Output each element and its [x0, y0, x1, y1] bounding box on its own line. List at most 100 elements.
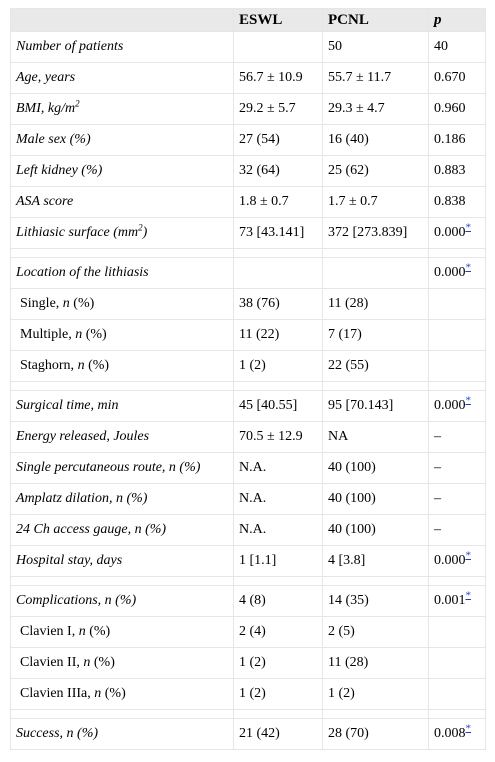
pcnl-value: 95 [70.143] — [322, 390, 429, 422]
row-label: Energy released, Joules — [10, 421, 234, 453]
eswl-value: 27 (54) — [233, 124, 323, 156]
spacer-row — [10, 381, 486, 391]
table-row: Complications, n (%) 4 (8) 14 (35) 0.001… — [10, 585, 486, 617]
table-row: Single, n (%) 38 (76) 11 (28) — [10, 288, 486, 320]
label-italic: n — [75, 327, 83, 342]
label-text: Multiple, — [20, 327, 76, 342]
label-text-end: (%) — [90, 655, 115, 670]
eswl-value: N.A. — [233, 452, 323, 484]
label-text: Single, — [20, 296, 63, 311]
pcnl-value: 2 (5) — [322, 616, 429, 648]
p-value: 0.960 — [428, 93, 486, 125]
eswl-value: 45 [40.55] — [233, 390, 323, 422]
footnote-link[interactable]: * — [465, 394, 472, 407]
pcnl-value: 4 [3.8] — [322, 545, 429, 577]
p-number: 0.000 — [434, 398, 466, 413]
footnote-link[interactable]: * — [465, 221, 472, 234]
row-label: Surgical time, min — [10, 390, 234, 422]
table-row: Left kidney (%) 32 (64) 25 (62) 0.883 — [10, 155, 486, 187]
footnote-link[interactable]: * — [465, 722, 472, 735]
p-number: 0.000 — [434, 225, 466, 240]
table-row: ASA score 1.8 ± 0.7 1.7 ± 0.7 0.838 — [10, 186, 486, 218]
spacer-row — [10, 576, 486, 586]
footnote-link[interactable]: * — [465, 589, 472, 602]
p-value: – — [428, 514, 486, 546]
pcnl-value: 29.3 ± 4.7 — [322, 93, 429, 125]
row-label: Multiple, n (%) — [10, 319, 234, 351]
label-text-end: (%) — [82, 327, 107, 342]
label-text-end: (%) — [69, 296, 95, 311]
footnote-link[interactable]: * — [465, 261, 472, 274]
label-italic: n — [94, 686, 102, 701]
row-label: Hospital stay, days — [10, 545, 234, 577]
table-row: Location of the lithiasis 0.000* — [10, 257, 486, 289]
row-label: BMI, kg/m2 — [10, 93, 234, 125]
eswl-value: 56.7 ± 10.9 — [233, 62, 323, 94]
label-text: Staghorn, — [20, 358, 78, 373]
p-value: 40 — [428, 31, 486, 63]
eswl-value: 21 (42) — [233, 718, 323, 750]
pcnl-value: 14 (35) — [322, 585, 429, 617]
pcnl-value: 1 (2) — [322, 678, 429, 710]
label-text-end: (%) — [101, 686, 126, 701]
table-row: Staghorn, n (%) 1 (2) 22 (55) — [10, 350, 486, 382]
pcnl-value: 25 (62) — [322, 155, 429, 187]
header-eswl: ESWL — [233, 8, 323, 32]
p-value: 0.000* — [428, 545, 486, 577]
label-text-end: (%) — [85, 624, 111, 639]
header-empty — [10, 8, 234, 32]
superscript: 2 — [75, 98, 80, 109]
eswl-value: 1 (2) — [233, 350, 323, 382]
p-number: 0.000 — [434, 553, 466, 568]
superscript: 2 — [138, 222, 143, 233]
pcnl-value: 40 (100) — [322, 514, 429, 546]
eswl-value: 1 (2) — [233, 678, 323, 710]
label-italic: n — [77, 358, 85, 373]
eswl-value: 11 (22) — [233, 319, 323, 351]
table-row: Number of patients 50 40 — [10, 31, 486, 63]
table-row: Surgical time, min 45 [40.55] 95 [70.143… — [10, 390, 486, 422]
pcnl-value: 1.7 ± 0.7 — [322, 186, 429, 218]
table-row: Energy released, Joules 70.5 ± 12.9 NA – — [10, 421, 486, 453]
header-row: ESWL PCNL p — [10, 8, 486, 32]
eswl-value: 1 (2) — [233, 647, 323, 679]
table-row: 24 Ch access gauge, n (%) N.A. 40 (100) … — [10, 514, 486, 546]
pcnl-value — [322, 257, 429, 289]
row-label: Complications, n (%) — [10, 585, 234, 617]
row-label: Single percutaneous route, n (%) — [10, 452, 234, 484]
p-value — [428, 350, 486, 382]
pcnl-value: 28 (70) — [322, 718, 429, 750]
eswl-value: 4 (8) — [233, 585, 323, 617]
p-value: 0.186 — [428, 124, 486, 156]
footnote-link[interactable]: * — [465, 549, 472, 562]
label-italic: n — [83, 655, 91, 670]
eswl-value — [233, 31, 323, 63]
results-table: ESWL PCNL p Number of patients 50 40 Age… — [10, 8, 486, 750]
pcnl-value: 11 (28) — [322, 288, 429, 320]
pcnl-value: 55.7 ± 11.7 — [322, 62, 429, 94]
eswl-value: 1.8 ± 0.7 — [233, 186, 323, 218]
p-value: 0.670 — [428, 62, 486, 94]
row-label: Location of the lithiasis — [10, 257, 234, 289]
label-text-end: (%) — [84, 358, 110, 373]
header-p: p — [428, 8, 486, 32]
pcnl-value: 11 (28) — [322, 647, 429, 679]
row-label: Staghorn, n (%) — [10, 350, 234, 382]
p-value: – — [428, 483, 486, 515]
p-value — [428, 678, 486, 710]
p-value: – — [428, 421, 486, 453]
p-value: 0.000* — [428, 390, 486, 422]
p-value: 0.000* — [428, 217, 486, 249]
p-value: 0.000* — [428, 257, 486, 289]
pcnl-value: 40 (100) — [322, 483, 429, 515]
spacer-row — [10, 709, 486, 719]
pcnl-value: 372 [273.839] — [322, 217, 429, 249]
eswl-value: 2 (4) — [233, 616, 323, 648]
row-label: ASA score — [10, 186, 234, 218]
p-value: 0.001* — [428, 585, 486, 617]
table-row: Age, years 56.7 ± 10.9 55.7 ± 11.7 0.670 — [10, 62, 486, 94]
table-row: Lithiasic surface (mm2) 73 [43.141] 372 … — [10, 217, 486, 249]
eswl-value: 70.5 ± 12.9 — [233, 421, 323, 453]
p-value — [428, 616, 486, 648]
row-label: Amplatz dilation, n (%) — [10, 483, 234, 515]
